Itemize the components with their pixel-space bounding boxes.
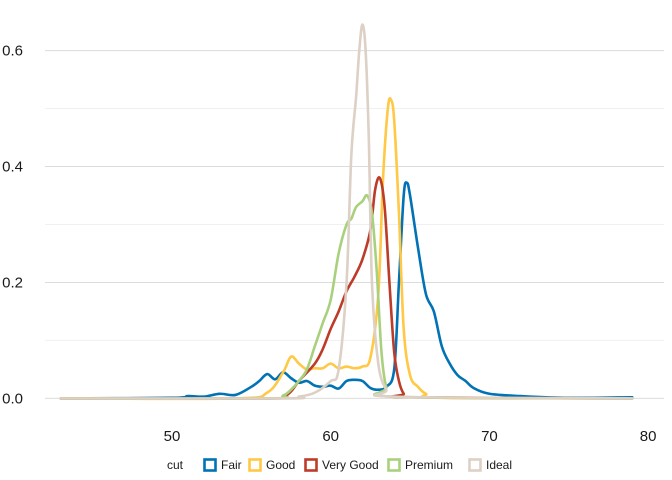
series-lines	[59, 23, 634, 401]
legend-title: cut	[167, 458, 184, 472]
x-tick-label: 50	[164, 428, 181, 445]
legend-key-fair	[203, 458, 217, 472]
legend: cut Fair Good Very Good Premium Ideal	[167, 458, 512, 472]
series-line-good	[59, 97, 634, 401]
series-line-fair	[59, 181, 634, 400]
x-tick-label: 70	[481, 428, 498, 445]
legend-label-fair: Fair	[221, 458, 242, 472]
legend-label-premium: Premium	[405, 458, 453, 472]
y-tick-label: 0.0	[2, 390, 23, 407]
y-tick-label: 0.2	[2, 274, 23, 291]
y-tick-label: 0.4	[2, 159, 23, 176]
series-line-premium	[59, 193, 634, 400]
legend-key-ideal	[468, 458, 482, 472]
legend-key-good	[248, 458, 262, 472]
legend-label-very-good: Very Good	[322, 458, 379, 472]
axis-labels: 0.0 0.2 0.4 0.6 50 60 70 80	[2, 43, 656, 445]
series-line-ideal	[59, 23, 634, 400]
x-tick-label: 80	[640, 428, 657, 445]
x-tick-label: 60	[322, 428, 339, 445]
y-tick-label: 0.6	[2, 43, 23, 60]
legend-label-ideal: Ideal	[486, 458, 512, 472]
legend-key-premium	[387, 458, 401, 472]
legend-key-very-good	[304, 458, 318, 472]
legend-label-good: Good	[266, 458, 295, 472]
